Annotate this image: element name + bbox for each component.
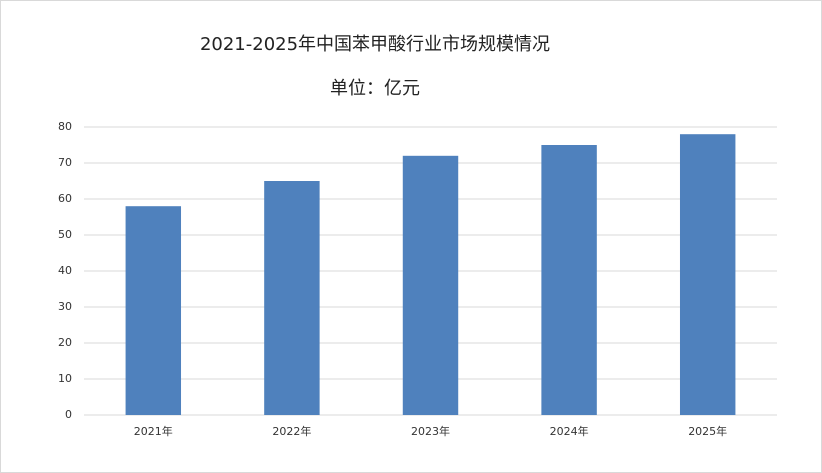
bar: [541, 145, 597, 415]
y-tick-label: 50: [58, 228, 72, 241]
x-tick-label: 2025年: [688, 424, 727, 438]
y-tick-label: 70: [58, 156, 72, 169]
chart-subtitle: 单位：亿元: [330, 78, 420, 99]
y-tick-label: 10: [58, 372, 72, 385]
bar: [679, 134, 736, 415]
x-tick-label: 2022年: [272, 424, 311, 438]
y-tick-label: 30: [58, 300, 72, 313]
x-tick-label: 2021年: [134, 424, 173, 438]
y-tick-label: 60: [58, 192, 72, 205]
y-tick-label: 80: [58, 120, 72, 133]
y-tick-label: 0: [65, 408, 72, 421]
x-tick-label: 2024年: [550, 424, 589, 438]
bar: [264, 181, 320, 415]
chart-title: 2021-2025年中国苯甲酸行业市场规模情况: [200, 34, 550, 55]
bar: [125, 206, 182, 415]
bar: [402, 155, 459, 416]
y-tick-label: 20: [58, 336, 72, 349]
x-tick-label: 2023年: [411, 424, 450, 438]
y-tick-label: 40: [58, 264, 72, 277]
